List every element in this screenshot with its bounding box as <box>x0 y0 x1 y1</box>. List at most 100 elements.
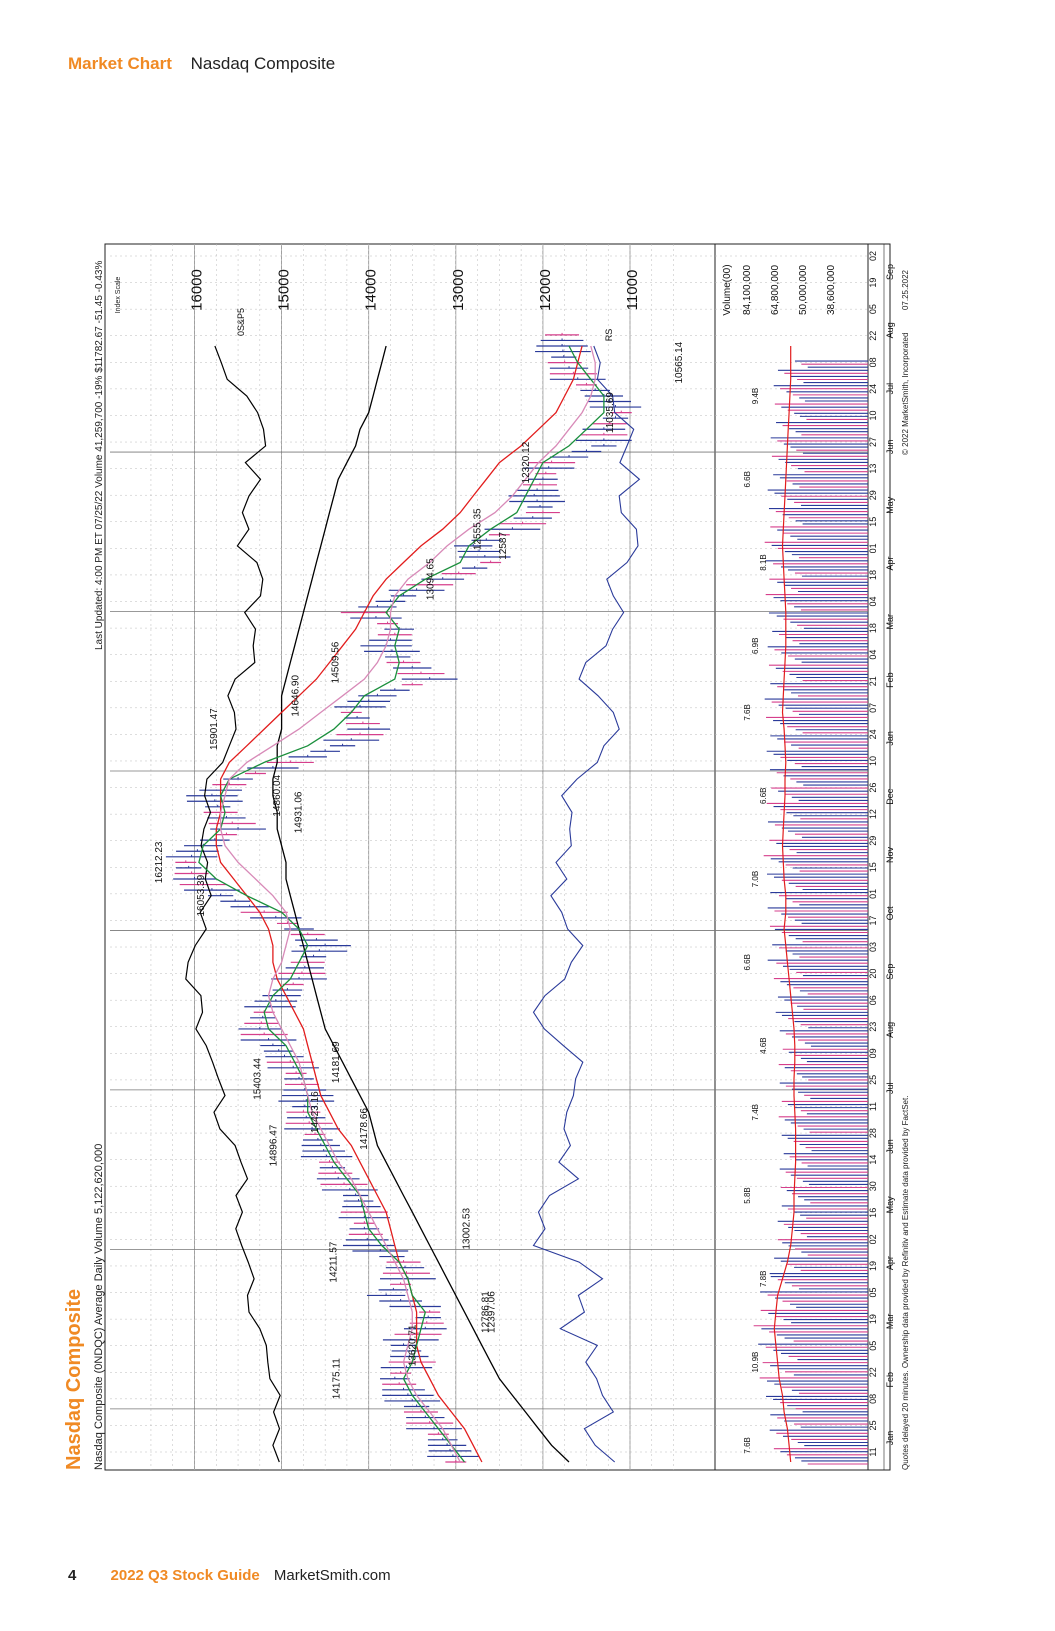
month-label: Apr <box>885 1256 895 1270</box>
volume-bars <box>753 360 868 1465</box>
date-tick-label: 05 <box>868 304 878 314</box>
site-name: MarketSmith.com <box>273 1567 391 1584</box>
volume-tick-label: 38,600,000 <box>826 265 837 315</box>
price-annotation: 14896.47 <box>269 1124 280 1166</box>
series-line-10-week <box>219 345 596 1463</box>
sp-label: 0S&P5 <box>236 308 246 336</box>
date-tick-label: 18 <box>868 623 878 633</box>
price-tick-label: 16000 <box>189 269 206 311</box>
date-tick-label: 04 <box>868 650 878 660</box>
price-annotation: 14423.16 <box>310 1091 321 1133</box>
guide-name: 2022 Q3 Stock Guide <box>110 1567 260 1584</box>
date-tick-label: 22 <box>868 331 878 341</box>
date-tick-label: 30 <box>868 1181 878 1191</box>
volume-annotation: 10.9B <box>751 1352 760 1373</box>
date-tick-label: 24 <box>868 384 878 394</box>
month-label: Aug <box>885 322 895 338</box>
date-tick-label: 08 <box>868 1394 878 1404</box>
date-tick-label: 25 <box>868 1075 878 1085</box>
page-header: Market Chart Nasdaq Composite <box>68 54 335 74</box>
price-annotation: 14509.56 <box>330 641 341 683</box>
date-tick-label: 22 <box>868 1367 878 1377</box>
chart-bottom-info: Last Updated: 4:00 PM ET 07/25/22 Volume… <box>94 261 105 650</box>
date-tick-label: 06 <box>868 995 878 1005</box>
date-tick-label: 20 <box>868 969 878 979</box>
date-tick-label: 29 <box>868 490 878 500</box>
price-annotation: 14860.04 <box>272 774 283 816</box>
month-label: Mar <box>885 614 895 630</box>
month-label: May <box>885 1196 895 1214</box>
date-tick-label: 07 <box>868 703 878 713</box>
month-label: Mar <box>885 1314 895 1330</box>
index-scale-label: Index Scale <box>115 277 122 314</box>
volume-tick-label: 50,000,000 <box>798 265 809 315</box>
date-tick-label: 01 <box>868 889 878 899</box>
volume-annotation: 6.9B <box>751 638 760 654</box>
series-line-rs <box>532 345 641 1463</box>
price-tick-label: 12000 <box>537 269 554 311</box>
month-label: Jun <box>885 1139 895 1154</box>
date-tick-label: 03 <box>868 942 878 952</box>
month-label: Jan <box>885 731 895 746</box>
price-annotation: 16053.39 <box>196 874 207 916</box>
date-tick-label: 10 <box>868 410 878 420</box>
volume-tick-label: 84,100,000 <box>742 265 753 315</box>
volume-annotation: 7.8B <box>759 1271 768 1287</box>
price-annotation: 13094.65 <box>426 558 437 600</box>
price-annotation: 14211.57 <box>328 1241 339 1282</box>
date-tick-label: 15 <box>868 862 878 872</box>
chart-title: Nasdaq Composite <box>63 1289 85 1470</box>
date-tick-label: 23 <box>868 1022 878 1032</box>
date-tick-label: 26 <box>868 783 878 793</box>
date-tick-label: 27 <box>868 437 878 447</box>
price-annotation: 15901.47 <box>209 708 220 750</box>
date-tick-label: 11 <box>868 1102 878 1111</box>
date-tick-label: 02 <box>868 1234 878 1244</box>
price-annotation: 12555.35 <box>473 508 484 550</box>
date-tick-label: 15 <box>868 517 878 527</box>
chart-date: 07.25.2022 <box>901 269 910 310</box>
month-label: Jul <box>885 1082 895 1094</box>
price-tick-label: 13000 <box>450 269 467 311</box>
series-line-0s-p5 <box>185 345 281 1463</box>
month-label: Feb <box>885 1372 895 1388</box>
date-tick-label: 01 <box>868 543 878 553</box>
volume-annotation: 6.6B <box>743 471 752 487</box>
date-tick-label: 09 <box>868 1048 878 1058</box>
price-tick-label: 11000 <box>624 270 641 311</box>
price-annotation: 14175.11 <box>331 1358 342 1399</box>
volume-annotation: 5.8B <box>743 1187 752 1203</box>
series-line-200-day <box>272 345 570 1463</box>
date-tick-label: 29 <box>868 836 878 846</box>
series-line-50-day <box>215 345 583 1463</box>
month-label: May <box>885 496 895 514</box>
price-annotation: 12397.06 <box>486 1291 497 1333</box>
chart-frame <box>104 243 891 1471</box>
volume-annotation: 7.6B <box>743 1437 752 1453</box>
month-label: Apr <box>885 556 895 570</box>
price-annotation: 12786.81 <box>480 1291 491 1333</box>
date-tick-label: 19 <box>868 1261 878 1271</box>
date-tick-label: 10 <box>868 756 878 766</box>
date-tick-label: 25 <box>868 1420 878 1430</box>
price-annotation: 12587 <box>498 532 509 560</box>
volume-moving-average <box>773 346 797 1463</box>
copyright-text: © 2022 MarketSmith, Incorporated <box>901 333 910 455</box>
date-tick-label: 16 <box>868 1208 878 1218</box>
date-tick-label: 21 <box>868 676 878 686</box>
page-title: Nasdaq Composite <box>190 54 336 73</box>
date-tick-label: 02 <box>868 251 878 261</box>
month-label: Jan <box>885 1431 895 1446</box>
price-annotation: 14931.06 <box>294 791 305 833</box>
month-label: Aug <box>885 1022 895 1038</box>
price-bars <box>165 332 642 1463</box>
price-tick-label: 15000 <box>276 269 293 311</box>
volume-annotation: 7.0B <box>751 871 760 887</box>
volume-annotation: 7.6B <box>743 704 752 720</box>
date-tick-label: 18 <box>868 570 878 580</box>
month-label: Sep <box>885 964 895 980</box>
series-lines <box>185 345 797 1463</box>
price-annotation: 16212.23 <box>154 841 165 883</box>
disclaimer-text: Quotes delayed 20 minutes. Ownership dat… <box>901 1096 910 1470</box>
